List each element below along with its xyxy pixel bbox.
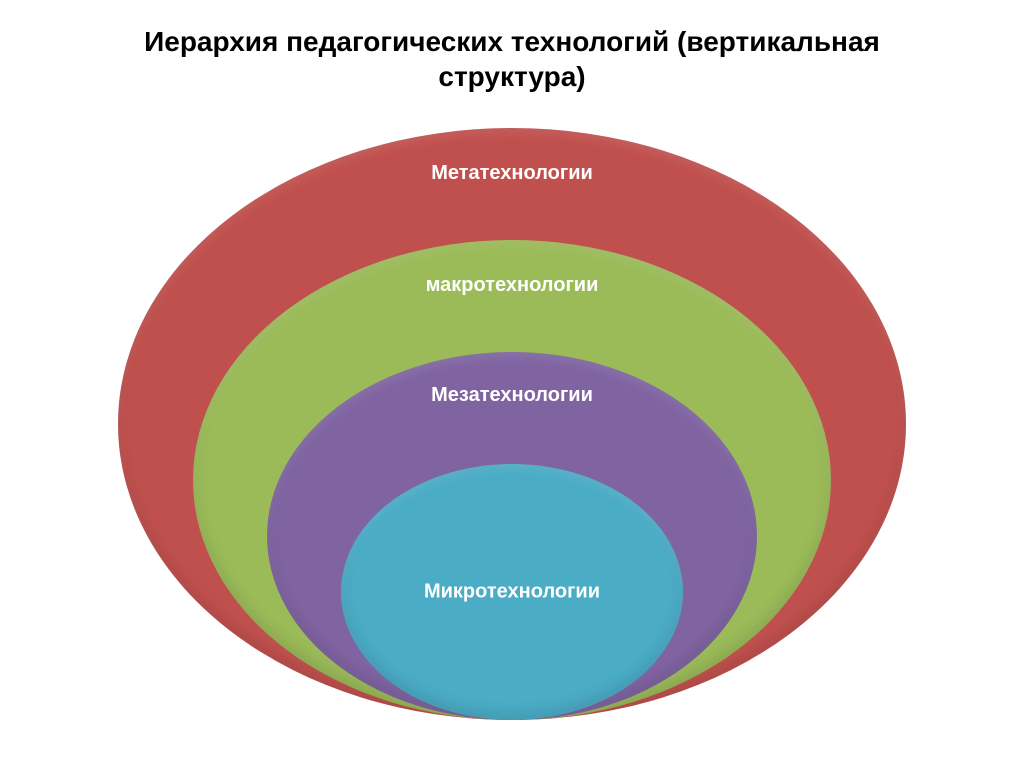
diagram-title: Иерархия педагогических технологий (верт… xyxy=(0,24,1024,94)
ellipse-meso-label: Мезатехнологии xyxy=(431,384,593,407)
ellipse-micro-label: Микротехнологии xyxy=(424,581,600,604)
ellipse-meta-label: Метатехнологии xyxy=(431,162,593,185)
ellipse-macro-label: макротехнологии xyxy=(426,274,599,297)
ellipse-micro: Микротехнологии xyxy=(341,464,683,720)
